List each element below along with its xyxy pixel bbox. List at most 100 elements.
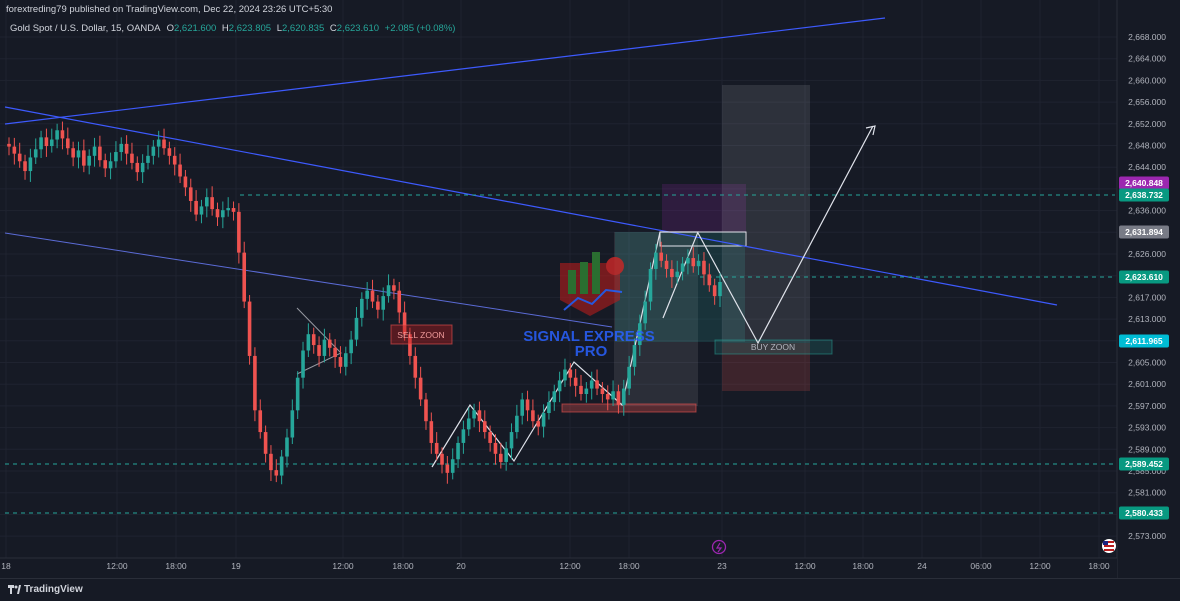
candle-body: [119, 143, 124, 153]
trendlines[interactable]: [4, 17, 1115, 514]
candle-body: [440, 453, 444, 465]
price-badge-label: 2,580.433: [1125, 508, 1163, 518]
price-badge: [1119, 270, 1169, 284]
candle-body: [343, 353, 348, 367]
candle-body: [140, 162, 145, 173]
footer-bar: TradingView: [0, 578, 1180, 601]
price-tick-label: 2,573.000: [1128, 531, 1166, 541]
candle-body: [151, 146, 156, 156]
candle-body: [589, 380, 594, 389]
candle-body: [279, 456, 284, 476]
candle-body: [317, 345, 321, 356]
candle-body: [621, 388, 626, 405]
candle-body: [172, 155, 177, 165]
candle-body: [114, 152, 118, 162]
watermark-line1: SIGNAL EXPRESS: [523, 328, 654, 345]
price-axis[interactable]: 2,668.000 2,664.000 2,660.000 2,656.000 2,65…: [1116, 0, 1180, 578]
high-label: H: [221, 23, 229, 34]
lightning-icon[interactable]: [711, 539, 727, 555]
candle-body: [595, 380, 599, 389]
candle-body: [23, 161, 27, 172]
price-tick-label: 2,601.000: [1128, 379, 1166, 389]
candle-body: [504, 448, 508, 462]
price-badge-label: 2,638.732: [1125, 190, 1163, 200]
candle-body: [7, 143, 11, 147]
candle-body: [718, 281, 722, 297]
candle-body: [429, 421, 434, 443]
candle-body: [627, 366, 631, 389]
price-tick-label: 2,644.000: [1128, 162, 1166, 172]
candle-body: [600, 388, 605, 394]
price-badge-label: 2,589.452: [1125, 459, 1163, 469]
candle-body: [466, 418, 471, 430]
time-tick-label: 12:00: [794, 561, 816, 571]
candle-body: [659, 252, 663, 261]
price-badge: [1119, 188, 1169, 202]
price-tick-label: 2,581.000: [1128, 488, 1166, 498]
candle-body: [130, 153, 134, 163]
sell-zone-label[interactable]: SELL ZOON: [390, 324, 453, 345]
lower-trendline: [4, 232, 613, 328]
candle-body: [215, 209, 220, 218]
candle-body: [424, 399, 428, 422]
price-chart[interactable]: SIGNAL EXPRESS PRO SELL ZOON BUY ZOON 2,…: [0, 0, 1180, 578]
candle-body: [349, 339, 353, 354]
price-tick-label: 2,585.000: [1128, 466, 1166, 476]
price-tick-label: 2,668.000: [1128, 32, 1166, 42]
time-axis[interactable]: 18 12:00 18:00 19 12:00 18:00 20 12:00 18:00 23 12…: [0, 557, 1117, 578]
price-badge-label: 2,623.610: [1125, 272, 1163, 282]
candle-body: [605, 394, 610, 400]
long-position-target: [615, 232, 745, 342]
price-tick-label: 2,648.000: [1128, 141, 1166, 151]
candle-body: [525, 399, 530, 411]
time-tick-label: 20: [456, 561, 466, 571]
time-tick-label: 12:00: [332, 561, 354, 571]
candle-body: [162, 139, 166, 149]
candle-body: [675, 271, 680, 278]
candle-body: [258, 410, 263, 433]
candle-body: [365, 290, 369, 299]
time-tick-label: 23: [717, 561, 727, 571]
candle-body: [135, 162, 140, 173]
candle-body: [557, 380, 562, 392]
candle-body: [274, 470, 279, 476]
time-tick-label: 06:00: [970, 561, 992, 571]
price-badge-label: 2,611.965: [1125, 336, 1163, 346]
candle-body: [311, 334, 316, 346]
candle-body: [386, 285, 391, 297]
watermark-line2: PRO: [575, 343, 608, 360]
candle-body: [183, 176, 188, 188]
candle-body: [638, 323, 642, 346]
price-badge: [1119, 334, 1169, 348]
candle-body: [87, 155, 91, 166]
candle-body: [541, 413, 546, 427]
projection-path: [697, 125, 874, 345]
candle-body: [231, 208, 236, 212]
symbol-title[interactable]: Gold Spot / U.S. Dollar, 15, OANDA: [10, 23, 160, 34]
candle-body: [146, 155, 150, 163]
candle-body: [568, 369, 573, 378]
candle-body: [39, 137, 43, 150]
candle-body: [17, 153, 22, 162]
candle-body: [445, 464, 450, 473]
flag-icon[interactable]: [1102, 539, 1116, 553]
triangle-pattern: [296, 307, 342, 375]
candle-body: [210, 197, 214, 210]
buy-zone-text[interactable]: BUY ZOON: [751, 342, 795, 352]
arrow-head: [865, 125, 876, 136]
candle-body: [370, 290, 375, 302]
time-tick-label: 19: [231, 561, 241, 571]
candle-body: [547, 402, 551, 414]
candle-body: [579, 385, 583, 394]
candle-body: [381, 296, 386, 310]
candle-body: [434, 442, 439, 454]
candle-body: [456, 442, 460, 460]
trend-arrow-icon: [563, 288, 623, 311]
tradingview-brand[interactable]: TradingView: [8, 584, 83, 595]
open-label: O: [166, 23, 174, 34]
candle-body: [44, 137, 49, 147]
candle-body: [531, 410, 535, 422]
candle-body: [338, 357, 343, 367]
candle-body: [33, 149, 38, 158]
candle-body: [418, 377, 423, 400]
